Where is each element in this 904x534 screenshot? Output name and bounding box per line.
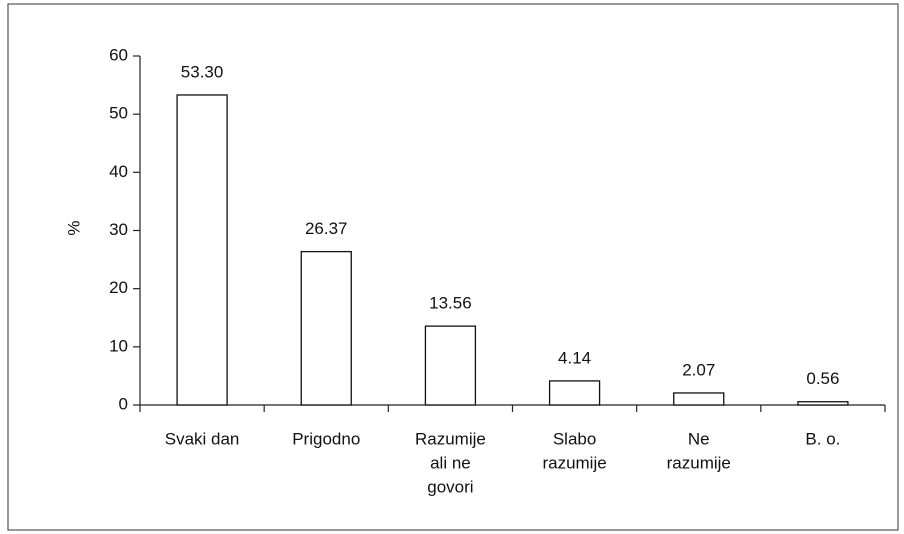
value-label: 53.30 xyxy=(181,62,224,81)
y-tick-label: 60 xyxy=(109,45,128,64)
x-tick-label: B. o. xyxy=(805,429,840,448)
y-tick-label: 50 xyxy=(109,104,128,123)
value-label: 13.56 xyxy=(429,294,472,313)
x-tick-label: govori xyxy=(427,477,473,496)
y-tick-label: 10 xyxy=(109,336,128,355)
bar xyxy=(797,401,849,406)
chart-border xyxy=(7,3,899,531)
y-tick-label: 40 xyxy=(109,162,128,181)
x-tick-label: ali ne xyxy=(430,453,471,472)
y-tick-label: 0 xyxy=(119,394,128,413)
x-tick-label: razumije xyxy=(542,453,606,472)
x-tick-label: Slabo xyxy=(553,429,596,448)
value-label: 26.37 xyxy=(305,219,348,238)
x-tick-label: Ne xyxy=(688,429,710,448)
x-tick-label: razumije xyxy=(667,453,731,472)
bar xyxy=(300,250,352,406)
y-tick-label: 20 xyxy=(109,278,128,297)
y-tick-label: 30 xyxy=(109,220,128,239)
bar xyxy=(176,94,228,406)
y-axis-label: % xyxy=(64,220,83,235)
bar xyxy=(548,380,601,406)
x-tick-label: Prigodno xyxy=(292,429,360,448)
value-label: 2.07 xyxy=(682,360,715,379)
x-tick-label: Razumije xyxy=(415,429,486,448)
bar xyxy=(424,325,477,406)
bar xyxy=(673,392,725,406)
x-tick-label: Svaki dan xyxy=(165,429,240,448)
value-label: 0.56 xyxy=(806,369,839,388)
value-label: 4.14 xyxy=(558,348,591,367)
